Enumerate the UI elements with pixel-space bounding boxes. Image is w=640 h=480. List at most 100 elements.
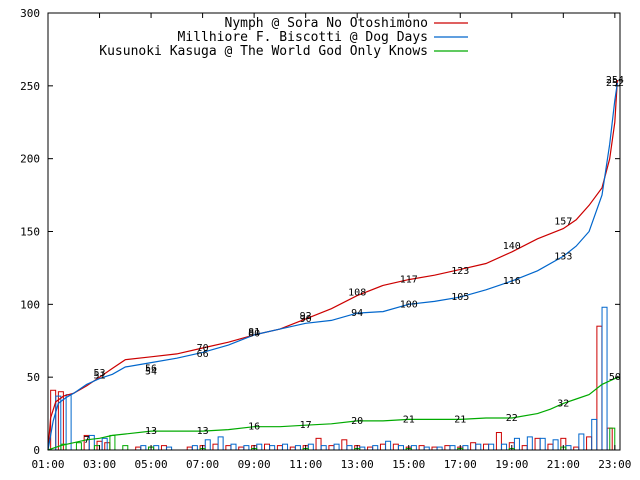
bar — [591, 418, 598, 451]
data-label: 56 — [145, 363, 157, 374]
bar — [217, 436, 224, 451]
data-label: 53 — [94, 368, 106, 379]
bar — [256, 443, 263, 451]
bar — [191, 445, 198, 451]
x-tick-label: 13:00 — [341, 458, 374, 471]
bar — [140, 445, 147, 451]
bar — [578, 433, 585, 451]
bar — [65, 394, 72, 451]
y-tick-label: 200 — [20, 153, 40, 166]
data-label: 51 — [94, 371, 106, 382]
bar — [88, 434, 95, 451]
data-label: 105 — [451, 292, 469, 303]
data-label: 92 — [300, 311, 312, 322]
bar — [122, 445, 129, 451]
bar — [153, 445, 160, 451]
data-label: 123 — [451, 266, 469, 277]
y-tick-label: 100 — [20, 298, 40, 311]
data-label: 90 — [300, 314, 312, 325]
bar — [462, 445, 469, 451]
bar — [269, 445, 276, 451]
bar — [230, 443, 237, 451]
bar — [294, 445, 301, 451]
bar — [495, 432, 502, 451]
bar — [410, 445, 417, 451]
data-label: 13 — [197, 426, 209, 437]
bar — [470, 442, 477, 451]
bar — [372, 445, 379, 451]
bar — [475, 443, 482, 451]
x-tick-label: 21:00 — [547, 458, 580, 471]
data-label: 7 — [84, 435, 90, 446]
bar — [109, 434, 116, 451]
legend-label: Nymph @ Sora No Otoshimono — [225, 16, 429, 31]
bar — [449, 445, 456, 451]
x-tick-label: 15:00 — [392, 458, 425, 471]
data-label: 254 — [606, 75, 624, 86]
data-label: 100 — [400, 299, 418, 310]
data-label: 108 — [348, 288, 366, 299]
bar — [501, 443, 508, 451]
data-label: 252 — [606, 78, 624, 89]
bars-layer — [50, 306, 616, 451]
bar — [75, 442, 82, 451]
bar — [526, 436, 533, 451]
lines-layer — [47, 79, 621, 451]
bar — [521, 445, 528, 451]
bar — [307, 443, 314, 451]
bar — [444, 445, 451, 451]
bar — [346, 445, 353, 451]
data-label: 140 — [503, 241, 521, 252]
bar — [333, 443, 340, 451]
x-tick-label: 17:00 — [444, 458, 477, 471]
axes-layer: 0 50 100 150 200 250 300 01:00 03:00 05:00 07:00 09… — [20, 7, 631, 471]
y-tick-label: 300 — [20, 7, 40, 20]
data-label: 20 — [351, 416, 363, 427]
data-label: 157 — [554, 216, 572, 227]
data-label: 54 — [145, 366, 157, 377]
x-tick-label: 07:00 — [186, 458, 219, 471]
data-label: 70 — [197, 343, 209, 354]
data-label: 21 — [454, 414, 466, 425]
x-tick-label: 23:00 — [598, 458, 631, 471]
data-label: 133 — [554, 251, 572, 262]
x-tick-label: 09:00 — [238, 458, 271, 471]
x-tick-label: 05:00 — [135, 458, 168, 471]
bar — [552, 439, 559, 451]
bar — [565, 445, 572, 451]
y-tick-label: 250 — [20, 80, 40, 93]
data-label: 50 — [609, 372, 621, 383]
x-tick-label: 03:00 — [83, 458, 116, 471]
bar — [264, 443, 271, 451]
series-line — [47, 376, 621, 451]
bar — [243, 445, 250, 451]
bar — [483, 443, 490, 451]
bar — [539, 437, 546, 451]
bar — [315, 437, 322, 451]
bar — [513, 437, 520, 451]
data-label: 13 — [145, 426, 157, 437]
y-tick-label: 50 — [27, 371, 40, 384]
bar — [204, 439, 211, 451]
legend-label: Millhiore F. Biscotti @ Dog Days — [178, 30, 428, 45]
data-labels-layer: 53 56 70 80 92 108 117 123 140 157 254 51 54 66 81 90 94… — [84, 75, 624, 446]
x-tick-label: 19:00 — [495, 458, 528, 471]
bar — [601, 306, 608, 451]
bar — [341, 439, 348, 451]
legend-label: Kusunoki Kasuga @ The World God Only Kno… — [99, 44, 428, 59]
bar — [547, 443, 554, 451]
data-label: 116 — [503, 276, 521, 287]
x-tick-label: 01:00 — [31, 458, 64, 471]
data-label: 22 — [506, 413, 518, 424]
data-label: 80 — [248, 328, 260, 339]
bar — [534, 437, 541, 451]
plot-frame — [47, 12, 621, 451]
series-line — [47, 82, 618, 451]
bar — [379, 443, 386, 451]
bar — [488, 443, 495, 451]
data-label: 32 — [557, 398, 569, 409]
x-tick-label: 11:00 — [289, 458, 322, 471]
series-line — [47, 79, 618, 451]
bar — [328, 445, 335, 451]
